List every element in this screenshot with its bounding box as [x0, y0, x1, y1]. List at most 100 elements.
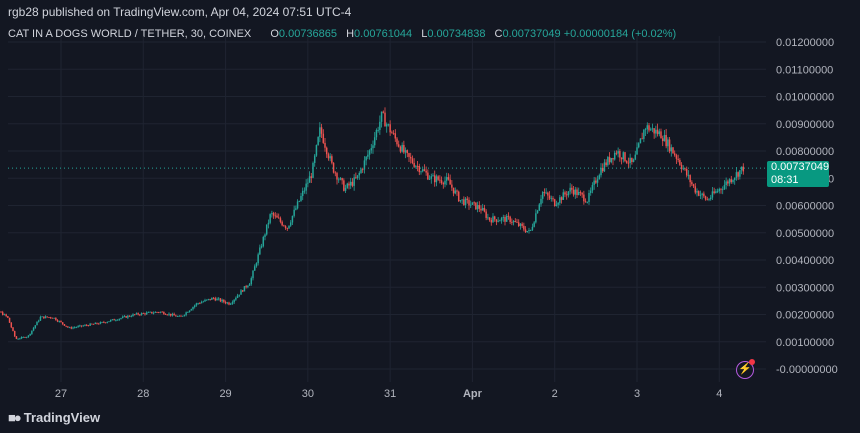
candle-body: [589, 190, 592, 193]
candle-body: [252, 270, 254, 279]
high-label: H: [346, 28, 355, 40]
candle-body: [442, 183, 445, 185]
candle-body: [293, 209, 295, 216]
candle-body: [168, 313, 170, 315]
candle-body: [15, 336, 18, 339]
candle-body: [247, 285, 249, 288]
candle-body: [505, 215, 508, 222]
candle-body: [32, 327, 35, 331]
candle-body: [315, 145, 318, 156]
candle-body: [499, 220, 501, 222]
candle-body: [463, 199, 465, 205]
candle-body: [166, 314, 169, 316]
candle-body: [159, 311, 162, 313]
candle-body: [115, 320, 117, 321]
candle-body: [279, 218, 282, 222]
candle-body: [552, 198, 554, 200]
candle-body: [409, 156, 412, 159]
candle-body: [601, 167, 604, 172]
candle-body: [265, 224, 268, 235]
candle-body: [27, 335, 30, 338]
candle-body: [658, 131, 661, 135]
candle-body: [20, 337, 23, 339]
candle-body: [603, 162, 606, 172]
candle-body: [403, 145, 405, 153]
candle-body: [235, 297, 237, 300]
candle-body: [456, 190, 458, 192]
candle-body: [511, 221, 513, 223]
candle-body: [116, 319, 119, 321]
candle-body: [653, 128, 655, 134]
candle-body: [202, 301, 205, 303]
candle-body: [49, 317, 52, 319]
candle-body: [493, 216, 496, 220]
candle-body: [408, 153, 410, 157]
candle-body: [600, 167, 602, 176]
candle-body: [643, 129, 645, 139]
candle-body: [259, 247, 261, 255]
candle-body: [523, 225, 525, 230]
candle-body: [108, 321, 110, 323]
candle-body: [257, 254, 259, 264]
candle-body: [31, 330, 33, 334]
candle-body: [361, 169, 364, 171]
candle-body: [349, 181, 352, 186]
candle-body: [723, 185, 726, 190]
candle-body: [269, 214, 271, 223]
candle-body: [211, 297, 213, 300]
candle-body: [7, 316, 9, 318]
candle-body: [535, 213, 537, 223]
candle-body: [586, 201, 589, 203]
candle-body: [128, 315, 131, 317]
candle-body: [295, 208, 297, 210]
candle-body: [430, 176, 433, 179]
candle-body: [572, 189, 575, 195]
candle-body: [137, 313, 139, 315]
candle-body: [204, 300, 206, 302]
candle-body: [58, 321, 61, 322]
candle-body: [555, 204, 558, 206]
candle-body: [223, 299, 225, 302]
candle-body: [689, 175, 691, 183]
x-tick-label: 30: [302, 388, 314, 400]
candle-body: [595, 180, 597, 183]
candle-body: [721, 189, 724, 191]
candle-body: [72, 327, 74, 329]
candle-body: [382, 111, 385, 113]
candle-body: [459, 200, 462, 202]
candle-body: [464, 198, 467, 205]
candle-body: [375, 130, 378, 138]
candle-body: [79, 325, 81, 327]
candle-body: [99, 322, 102, 324]
candle-body: [156, 311, 158, 313]
candle-body: [125, 316, 127, 318]
candle-body: [255, 263, 258, 267]
candle-body: [512, 220, 515, 223]
candle-body: [178, 315, 181, 317]
candle-body: [421, 169, 424, 172]
candle-body: [639, 138, 642, 144]
candle-body: [301, 190, 304, 196]
candle-body: [120, 318, 122, 319]
candle-body: [487, 217, 489, 219]
candle-body: [277, 217, 280, 219]
candle-body: [253, 266, 256, 271]
candle-body: [608, 157, 611, 163]
candle-body: [339, 178, 342, 180]
candle-body: [507, 215, 510, 217]
candle-body: [461, 199, 463, 201]
candle-body: [334, 172, 337, 174]
candle-body: [188, 310, 191, 313]
candle-body: [404, 150, 407, 153]
candle-body: [296, 201, 299, 209]
candle-body: [401, 145, 403, 152]
candle-body: [164, 314, 167, 315]
candle-body: [327, 154, 330, 159]
symbol-name[interactable]: CAT IN A DOGS WORLD / TETHER, 30, COINEX: [8, 28, 252, 40]
candle-body: [331, 156, 333, 163]
candle-body: [233, 299, 235, 303]
lightning-alert-icon[interactable]: ⚡: [736, 359, 755, 379]
candle-body: [567, 191, 570, 196]
candle-body: [679, 159, 681, 165]
